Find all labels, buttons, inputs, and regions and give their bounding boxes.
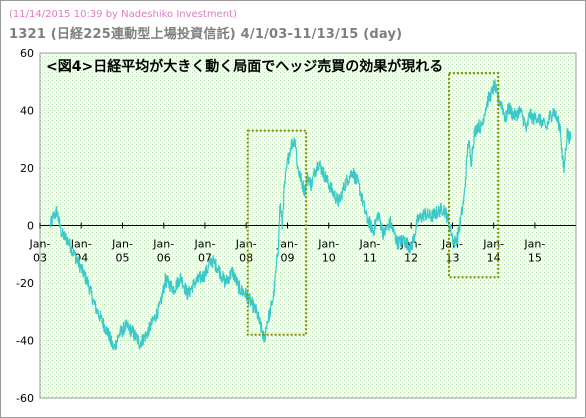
x-axis-ticks: Jan-03Jan-04Jan-05Jan-06Jan-07Jan-08Jan-…	[29, 222, 545, 265]
x-tick-label: Jan-08	[235, 238, 257, 265]
y-axis-ticks: -60 -40 -20 0 20 40 60	[16, 47, 34, 405]
x-tick-label: Jan-05	[111, 238, 133, 265]
x-tick-label: Jan-07	[193, 238, 215, 265]
highlight-box	[246, 129, 308, 336]
y-tick-label: 0	[27, 220, 34, 233]
x-tick-label: Jan-15	[523, 238, 545, 265]
timestamp-label: (11/14/2015 10:39 by Nadeshiko Investmen…	[9, 9, 237, 20]
y-tick-label: -60	[16, 392, 34, 405]
y-tick-label: -40	[16, 335, 34, 348]
series-line	[49, 79, 572, 351]
x-tick-label: Jan-03	[29, 238, 51, 265]
chart-header-title: 1321 (日経225連動型上場投資信託) 4/1/03-11/13/15 (d…	[9, 27, 403, 42]
x-tick-label: Jan-09	[276, 238, 298, 265]
x-tick-label: Jan-06	[152, 238, 174, 265]
y-tick-label: 20	[20, 162, 34, 175]
chart-annotation-title: <図4>日経平均が大きく動く局面でヘッジ売買の効果が現れる	[46, 58, 443, 75]
highlight-box	[447, 72, 500, 279]
highlight-boxes	[246, 72, 500, 336]
y-tick-label: -20	[16, 277, 34, 290]
x-tick-label: Jan-11	[358, 238, 380, 265]
x-tick-label: Jan-10	[317, 238, 339, 265]
gridlines	[40, 110, 576, 341]
y-tick-label: 60	[20, 47, 34, 60]
y-tick-label: 40	[20, 105, 34, 118]
